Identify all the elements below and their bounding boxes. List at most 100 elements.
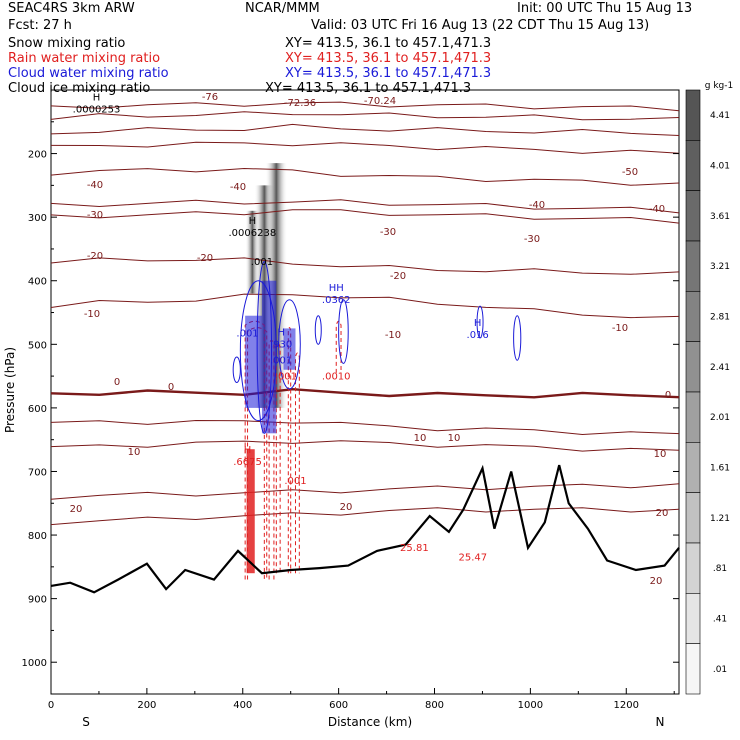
- temperature-contour: [51, 200, 679, 213]
- cloud-water-contour: [514, 316, 521, 361]
- temperature-contour: [51, 508, 679, 525]
- y-tick-label: 500: [28, 340, 47, 351]
- contour-label: -72.36: [284, 98, 316, 109]
- contour-label: -70.24: [364, 96, 396, 107]
- y-tick-label: 700: [28, 467, 47, 478]
- contour-label: 0: [114, 377, 120, 388]
- colorbar-swatch: [686, 593, 700, 643]
- colorbar-label: 2.01: [710, 413, 730, 423]
- x-tick-label: 800: [425, 700, 444, 711]
- contour-label: -50: [622, 167, 638, 178]
- x-axis-label: Distance (km): [328, 715, 412, 729]
- colorbar-label: .41: [713, 615, 727, 625]
- colorbar-label: 1.21: [710, 514, 730, 524]
- y-tick-label: 300: [28, 213, 47, 224]
- y-tick-label: 1000: [22, 658, 47, 669]
- max-value-label: .6675: [233, 457, 262, 468]
- cloud-water-contour: [315, 316, 321, 345]
- contour-label: 10: [414, 433, 427, 444]
- contour-label: -20: [390, 271, 406, 282]
- temperature-contour: [51, 210, 679, 223]
- max-marker: H: [244, 445, 252, 456]
- max-marker: H: [249, 216, 257, 227]
- max-marker: H: [277, 327, 285, 338]
- max-value-label: .0362: [322, 295, 351, 306]
- y-tick-label: 900: [28, 595, 47, 606]
- contour-label: -40: [529, 200, 545, 211]
- colorbar-label: .81: [713, 564, 727, 574]
- contour-label: 10: [448, 433, 461, 444]
- max-value-label: .001: [284, 476, 306, 487]
- temperature-contour: [51, 484, 679, 499]
- y-tick-label: 400: [28, 277, 47, 288]
- colorbar-swatch: [686, 392, 700, 442]
- contour-label: -20: [197, 253, 213, 264]
- colorbar-label: 3.61: [710, 212, 730, 222]
- colorbar-swatch: [686, 493, 700, 543]
- contour-label: -76: [202, 92, 218, 103]
- colorbar-swatch: [686, 644, 700, 694]
- contour-label: -10: [612, 323, 628, 334]
- max-value-label: .930: [270, 339, 292, 350]
- contour-label: 0: [665, 390, 671, 401]
- contour-label: -40: [230, 182, 246, 193]
- contour-label: 20: [656, 508, 669, 519]
- y-tick-label: 600: [28, 404, 47, 415]
- colorbar-label: 2.81: [710, 313, 730, 323]
- max-value-label: .0010: [322, 371, 351, 382]
- colorbar-label: 4.41: [710, 111, 730, 121]
- x-tick-label: 400: [233, 700, 252, 711]
- contour-label: 20: [340, 502, 353, 513]
- max-value-label: .001: [236, 329, 258, 340]
- colorbar-swatch: [686, 140, 700, 190]
- temperature-contour: [51, 258, 679, 274]
- contour-label: 10: [128, 447, 141, 458]
- y-tick-label: 800: [28, 531, 47, 542]
- colorbar-unit: g kg-1: [705, 81, 733, 91]
- temperature-contour: [51, 112, 679, 120]
- colorbar-swatch: [686, 90, 700, 140]
- max-value-label: .001: [275, 371, 297, 382]
- max-value-label: .001: [270, 355, 292, 366]
- x-tick-label: 600: [329, 700, 348, 711]
- colorbar-swatch: [686, 342, 700, 392]
- max-value-label: .016: [467, 330, 489, 341]
- temperature-contour: [51, 389, 679, 397]
- y-tick-label: 200: [28, 150, 47, 161]
- max-value-label: .001: [251, 257, 273, 268]
- cloud-water-contour: [233, 357, 240, 382]
- contour-label: -40: [649, 204, 665, 215]
- temperature-contours: [51, 102, 679, 524]
- max-value-label: 25.47: [459, 552, 488, 563]
- temperature-contour: [51, 441, 679, 451]
- temperature-contour: [51, 421, 679, 435]
- colorbar-swatch: [686, 543, 700, 593]
- contour-label: 10: [654, 449, 667, 460]
- x-tick-label: 1000: [518, 700, 543, 711]
- y-axis-label: Pressure (hPa): [3, 347, 17, 433]
- max-value-label: .0006238: [228, 228, 276, 239]
- colorbar-swatch: [686, 442, 700, 492]
- temperature-contour: [51, 294, 679, 318]
- contour-label: -10: [385, 330, 401, 341]
- contour-label: 0: [168, 382, 174, 393]
- temperature-contour: [51, 142, 679, 153]
- max-marker: HH: [329, 283, 344, 294]
- colorbar-label: .01: [713, 665, 727, 675]
- max-marker: H: [474, 318, 482, 329]
- colorbar-label: 3.21: [710, 262, 730, 272]
- cloud-water-contour: [339, 300, 349, 364]
- colorbar-swatch: [686, 241, 700, 291]
- contour-label: -30: [524, 234, 540, 245]
- colorbar-swatch: [686, 291, 700, 341]
- x-tick-label: 1200: [614, 700, 639, 711]
- x-end-label-south: S: [82, 715, 90, 729]
- x-axis: 0 200 400 600 800 1000 1200: [48, 688, 674, 711]
- colorbar-label: 1.61: [710, 464, 730, 474]
- contour-label: 20: [70, 504, 83, 515]
- colorbar-label: 4.01: [710, 162, 730, 172]
- contour-label: -30: [87, 210, 103, 221]
- contour-label: -30: [380, 227, 396, 238]
